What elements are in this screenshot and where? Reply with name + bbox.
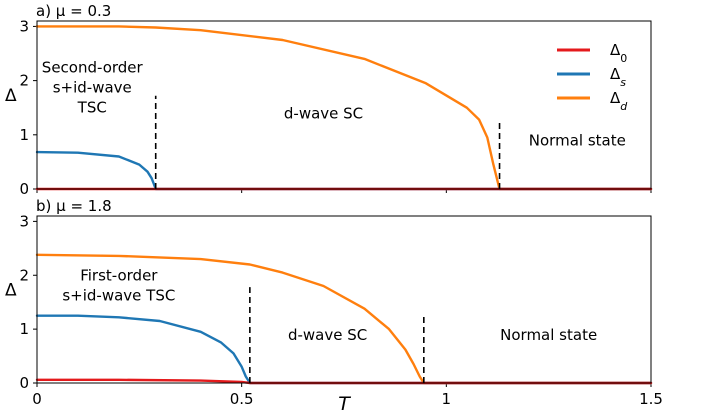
- y-tick-label: 0: [19, 180, 29, 198]
- legend-label: Δs: [610, 65, 626, 89]
- axes-frame: [36, 20, 652, 190]
- x-tick-label: 0: [32, 390, 42, 408]
- y-axis-label: Δ: [5, 86, 17, 106]
- region-label: s+id-wave: [53, 78, 132, 96]
- series-line-delta-d: [35, 25, 653, 191]
- legend-label: Δd: [610, 89, 628, 113]
- series-line-delta-s: [35, 150, 653, 191]
- y-tick-label: 1: [19, 320, 29, 338]
- y-tick-label: 1: [19, 126, 29, 144]
- x-tick-label: 1: [442, 390, 452, 408]
- panel-title: a) μ = 0.3: [36, 2, 111, 20]
- panel-b: b) μ = 1.8 0 1 2 3 0 0.5 1 1.5 Δ T First-order s+id-…: [5, 197, 663, 415]
- x-axis-label: T: [338, 393, 351, 415]
- y-tick-label: 0: [19, 374, 29, 392]
- region-label: Normal state: [500, 326, 597, 344]
- y-tick-label: 3: [19, 17, 29, 35]
- y-tick-label: 2: [19, 72, 29, 90]
- y-tick-label: 2: [19, 266, 29, 284]
- region-label: Second-order: [42, 58, 144, 76]
- y-tick-label: 3: [19, 212, 29, 230]
- panel-title: b) μ = 1.8: [36, 197, 112, 215]
- panel-a: a) μ = 0.3 0 1 2 3 Δ Second-order s+id-wave TSC d…: [5, 2, 653, 198]
- region-label: s+id-wave TSC: [62, 287, 175, 305]
- x-tick-label: 1.5: [639, 390, 663, 408]
- legend-label: Δ0: [610, 41, 627, 65]
- y-axis-label: Δ: [5, 281, 17, 301]
- series-line-delta-d: [35, 253, 653, 385]
- axes-frame: [36, 215, 652, 384]
- region-label: First-order: [80, 267, 158, 285]
- region-label: Normal state: [529, 132, 626, 150]
- region-label: d-wave SC: [284, 105, 363, 123]
- x-tick-label: 0.5: [230, 390, 254, 408]
- region-label: TSC: [77, 98, 107, 116]
- series-line-delta-s: [35, 314, 653, 385]
- region-label: d-wave SC: [288, 326, 367, 344]
